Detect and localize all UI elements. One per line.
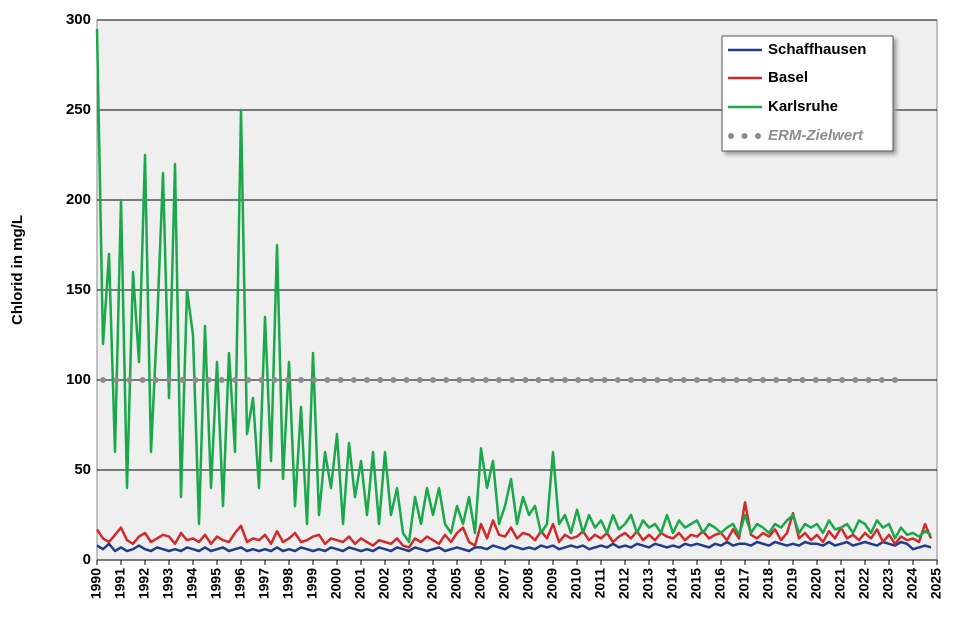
y-tick-label: 50 xyxy=(74,461,91,478)
x-tick-label: 2007 xyxy=(496,568,512,599)
x-tick-label: 2004 xyxy=(424,568,440,599)
x-tick-label: 2001 xyxy=(352,568,368,599)
x-tick-label: 2011 xyxy=(592,568,608,599)
x-tick-label: 2024 xyxy=(904,568,920,599)
x-tick-label: 1996 xyxy=(232,568,248,599)
x-tick-label: 1993 xyxy=(160,568,176,599)
legend-box xyxy=(721,35,894,152)
legend-label: Karlsruhe xyxy=(768,98,838,115)
y-tick-label: 300 xyxy=(66,11,91,28)
x-tick-label: 2002 xyxy=(376,568,392,599)
series-line xyxy=(96,540,932,553)
x-tick-label: 2009 xyxy=(544,568,560,599)
x-tick-label: 2020 xyxy=(808,568,824,599)
x-tick-label: 2012 xyxy=(616,568,632,599)
legend-label: ERM-Zielwert xyxy=(768,127,864,144)
x-tick-label: 2014 xyxy=(664,568,680,599)
x-tick-label: 2000 xyxy=(328,568,344,599)
x-tick-label: 2021 xyxy=(832,568,848,599)
x-tick-label: 2013 xyxy=(640,568,656,599)
legend-label: Schaffhausen xyxy=(768,41,866,58)
x-tick-label: 2022 xyxy=(856,568,872,599)
y-axis-label: Chlorid in mg/L xyxy=(9,215,26,325)
x-tick-label: 2025 xyxy=(928,568,944,599)
x-tick-label: 2010 xyxy=(568,568,584,599)
y-tick-label: 0 xyxy=(83,551,91,568)
x-tick-label: 1995 xyxy=(208,568,224,599)
x-tick-label: 1991 xyxy=(112,568,128,599)
legend-label: Basel xyxy=(768,69,808,86)
x-tick-label: 2017 xyxy=(736,568,752,599)
x-tick-label: 2015 xyxy=(688,568,704,599)
x-tick-label: 1990 xyxy=(88,568,104,599)
x-tick-label: 2008 xyxy=(520,568,536,599)
x-tick-label: 2023 xyxy=(880,568,896,599)
x-tick-label: 1997 xyxy=(256,568,272,599)
x-tick-label: 1994 xyxy=(184,568,200,599)
x-tick-label: 2016 xyxy=(712,568,728,599)
y-tick-label: 250 xyxy=(66,101,91,118)
y-tick-label: 200 xyxy=(66,191,91,208)
x-tick-label: 2019 xyxy=(784,568,800,599)
y-tick-label: 150 xyxy=(66,281,91,298)
y-tick-label: 100 xyxy=(66,371,91,388)
x-tick-label: 2005 xyxy=(448,568,464,599)
series-line xyxy=(95,28,932,544)
x-tick-label: 1999 xyxy=(304,568,320,599)
x-tick-label: 2018 xyxy=(760,568,776,599)
x-tick-label: 1998 xyxy=(280,568,296,599)
x-tick-label: 2006 xyxy=(472,568,488,599)
x-tick-label: 2003 xyxy=(400,568,416,599)
x-tick-label: 1992 xyxy=(136,568,152,599)
